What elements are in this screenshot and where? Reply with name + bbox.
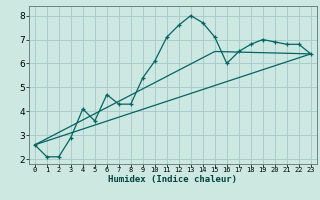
X-axis label: Humidex (Indice chaleur): Humidex (Indice chaleur) xyxy=(108,175,237,184)
